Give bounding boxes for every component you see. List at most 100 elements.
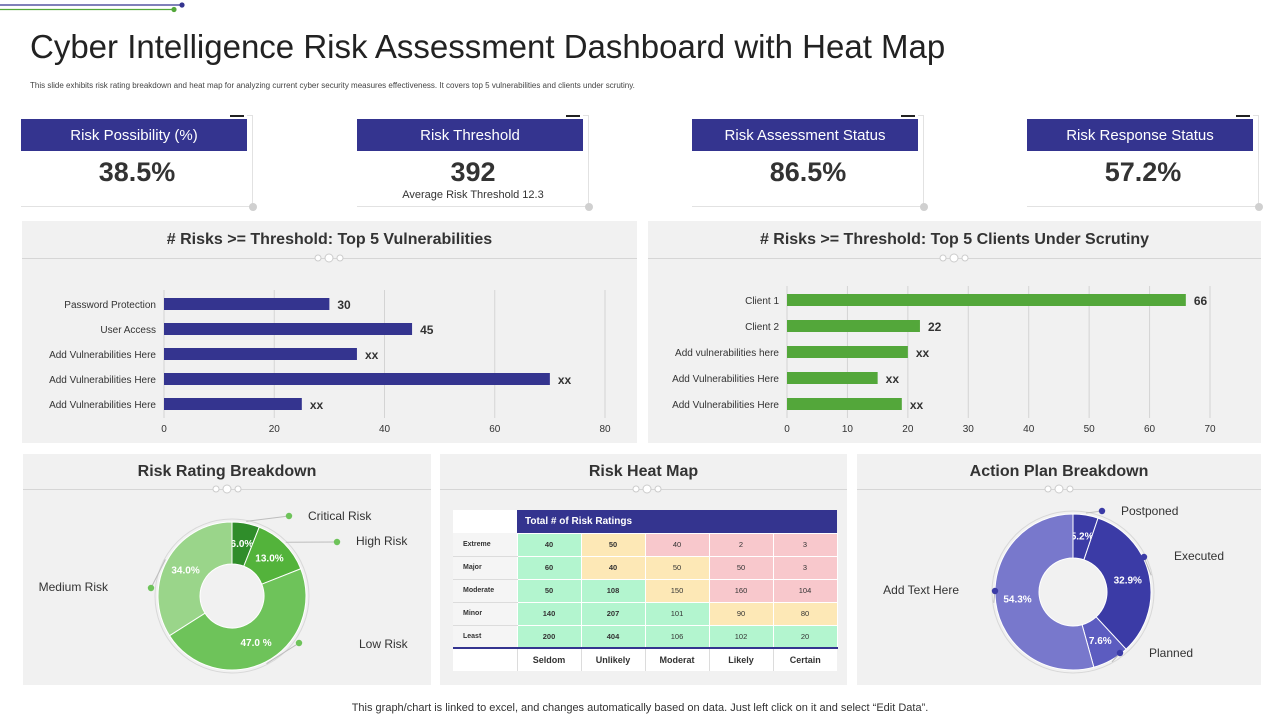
panel-title: Risk Rating Breakdown <box>137 463 317 480</box>
heat-map-corner <box>453 510 517 533</box>
kpi-label: Risk Assessment Status <box>692 119 918 151</box>
heat-map-cell: 20 <box>772 624 838 649</box>
kpi-tab <box>1236 115 1250 117</box>
header-accent-lines <box>0 2 185 13</box>
callout-dot <box>285 512 293 520</box>
kpi-tab <box>566 115 580 117</box>
panel-title: # Risks >= Threshold: Top 5 Clients Unde… <box>759 231 1150 248</box>
slice-data-label: 32.9% <box>1114 575 1142 586</box>
kpi-label: Risk Possibility (%) <box>21 119 247 151</box>
data-label: 22 <box>928 320 942 334</box>
heat-map-row-label: Least <box>453 625 517 649</box>
data-label: xx <box>916 346 930 360</box>
x-tick-label: 20 <box>269 424 281 435</box>
heat-map-row-label: Major <box>453 556 517 580</box>
kpi-frame-top <box>583 115 589 116</box>
heat-map-cell: 50 <box>516 578 582 603</box>
slice-name-label: Postponed <box>1121 504 1178 518</box>
slice-name-label: Medium Risk <box>39 580 109 594</box>
x-tick-label: 10 <box>842 424 854 435</box>
kpi-tab <box>230 115 244 117</box>
divider-ornament-icon <box>314 253 344 263</box>
heat-map-cell: 40 <box>580 555 646 580</box>
page-subtitle: This slide exhibits risk rating breakdow… <box>30 81 635 90</box>
kpi-corner-dot <box>920 203 928 211</box>
bar <box>787 294 1186 306</box>
slice-name-label: Critical Risk <box>308 509 372 523</box>
clients-panel: # Risks >= Threshold: Top 5 Clients Unde… <box>648 221 1261 443</box>
heat-map-cell: 404 <box>580 624 646 649</box>
heat-map-cell: 102 <box>708 624 774 649</box>
donut-outline <box>154 518 310 674</box>
x-tick-label: 70 <box>1204 424 1216 435</box>
slice-data-label: 54.3% <box>1003 595 1031 606</box>
divider-ornament-icon <box>939 253 969 263</box>
category-label: Client 2 <box>745 322 779 333</box>
action-plan-donut-chart: 5.2% Postponed 32.9% Executed 7.6% Planned 54.… <box>883 504 1224 674</box>
callout-dot <box>991 587 999 595</box>
category-label: Add vulnerabilities here <box>675 348 779 359</box>
bar <box>164 398 302 410</box>
kpi-value: 392 <box>450 157 496 187</box>
x-tick-label: 50 <box>1084 424 1096 435</box>
slice-data-label: 5.2% <box>1071 532 1094 543</box>
heat-map-row: Major 60 40 50 50 3 <box>453 555 838 580</box>
heat-map-column-header: Seldom <box>516 647 581 671</box>
callout-dot <box>333 538 341 546</box>
bar <box>787 398 902 410</box>
divider-ornament-icon <box>632 484 662 494</box>
donut-slice <box>168 568 307 671</box>
heat-map-cell: 150 <box>644 578 710 603</box>
clients-bar-chart: 0 10 20 30 40 50 60 70 Client 1 66 Client 2 22 Add v… <box>672 286 1216 435</box>
heat-map-cell: 101 <box>644 601 710 626</box>
heat-map-cell: 2 <box>708 532 774 557</box>
kpi-value: 86.5% <box>769 157 847 187</box>
data-label: xx <box>310 398 324 412</box>
divider-ornament-icon <box>212 484 242 494</box>
risk-rating-donut-chart: 6.0% Critical Risk 13.0% High Risk 47.0 % Low… <box>39 509 409 674</box>
x-tick-label: 0 <box>161 424 167 435</box>
slice-name-label: Planned <box>1149 646 1193 660</box>
heat-map-cell: 60 <box>516 555 582 580</box>
slice-name-label: High Risk <box>356 534 408 548</box>
panel-title: Risk Heat Map <box>588 463 699 480</box>
kpi-label: Risk Threshold <box>357 119 583 151</box>
heat-map-column-header: Moderat <box>644 647 709 671</box>
callout-dot <box>1098 507 1106 515</box>
kpi-frame <box>1027 115 1259 207</box>
x-tick-label: 40 <box>379 424 391 435</box>
bar <box>164 298 330 310</box>
action-plan-panel: Action Plan Breakdown 5.2% Postponed 32.9%… <box>857 454 1261 685</box>
kpi-frame-top <box>918 115 924 116</box>
heat-map-row-label: Minor <box>453 602 517 626</box>
data-label: 66 <box>1194 294 1208 308</box>
heat-map-row: Least 200 404 106 102 20 <box>453 624 838 649</box>
x-tick-label: 60 <box>1144 424 1156 435</box>
data-label: 30 <box>337 298 351 312</box>
vulnerabilities-panel: # Risks >= Threshold: Top 5 Vulnerabilit… <box>22 221 637 443</box>
kpi-frame-top <box>1253 115 1259 116</box>
heat-map-cell: 106 <box>644 624 710 649</box>
data-label: xx <box>886 372 900 386</box>
category-label: Add Vulnerabilities Here <box>672 400 779 411</box>
heat-map-cell: 50 <box>644 555 710 580</box>
slice-name-label: Executed <box>1174 549 1224 563</box>
x-tick-label: 0 <box>784 424 790 435</box>
slice-data-label: 47.0 % <box>240 638 271 649</box>
heat-map-row-label: Moderate <box>453 579 517 603</box>
data-label: 45 <box>420 323 434 337</box>
kpi-frame <box>692 115 924 207</box>
heat-map-cell: 200 <box>516 624 582 649</box>
bar <box>164 348 357 360</box>
kpi-corner-dot <box>585 203 593 211</box>
x-tick-label: 40 <box>1023 424 1035 435</box>
heat-map-row: Moderate 50 108 150 160 104 <box>453 578 838 603</box>
heat-map-table: Total # of Risk Ratings Extreme 40 50 40… <box>453 510 838 671</box>
page-title: Cyber Intelligence Risk Assessment Dashb… <box>30 28 946 65</box>
heat-map-header-row: Total # of Risk Ratings <box>453 510 837 533</box>
data-label: xx <box>910 398 924 412</box>
x-tick-label: 20 <box>902 424 914 435</box>
data-label: xx <box>558 373 572 387</box>
bar <box>164 373 550 385</box>
slice-data-label: 7.6% <box>1089 636 1112 647</box>
